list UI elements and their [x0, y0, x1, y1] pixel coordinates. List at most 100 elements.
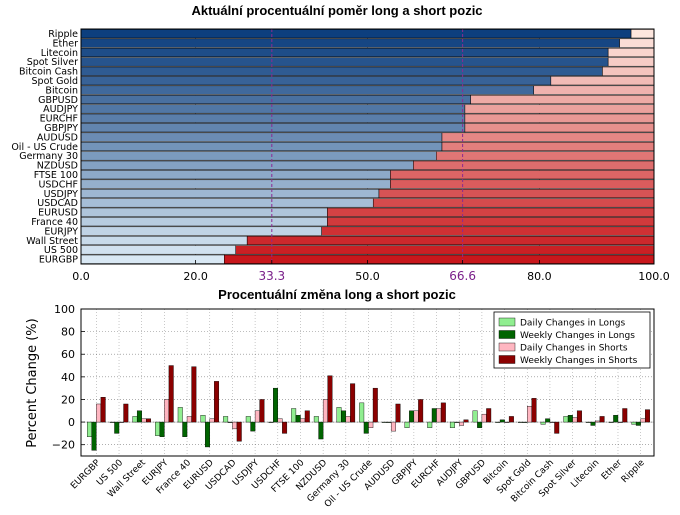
top-category-label: AUDUSD: [37, 132, 78, 143]
short-bar: [441, 141, 655, 152]
change-bar: [259, 399, 265, 423]
legend-swatch: [498, 355, 516, 364]
change-bar: [563, 416, 569, 423]
change-bar: [363, 421, 369, 434]
short-bar: [619, 38, 655, 48]
change-bar: [644, 409, 650, 423]
top-category-label: EURGBP: [39, 255, 78, 266]
legend-swatch: [498, 317, 516, 327]
top-category-label: GBPJPY: [44, 123, 78, 134]
change-bar: [395, 403, 401, 423]
legend-box: [493, 311, 651, 369]
top-category-label: Litecoin: [41, 48, 78, 59]
change-bar: [499, 419, 505, 423]
top-tick-label: 33.3: [258, 269, 285, 283]
short-bar: [235, 245, 655, 255]
long-bar: [80, 207, 328, 217]
change-bar: [599, 416, 605, 423]
change-bar: [245, 416, 251, 423]
change-bar: [318, 421, 324, 440]
bottom-plot-frame: [80, 308, 655, 457]
top-tick-label: 0.0: [72, 270, 90, 283]
top-tick-label: 50.0: [355, 270, 380, 283]
change-bar: [336, 407, 342, 423]
top-category-label: USDCHF: [38, 179, 78, 190]
change-bar: [350, 383, 356, 423]
short-bar: [602, 66, 655, 76]
change-bar: [481, 413, 487, 423]
long-bar: [80, 85, 534, 95]
change-bar: [182, 421, 188, 437]
top-category-label: GBPUSD: [38, 95, 78, 106]
top-category-label: Wall Street: [26, 236, 78, 247]
top-category-label: AUDJPY: [43, 104, 78, 115]
top-category-label: USDJPY: [44, 189, 79, 200]
short-bar: [378, 188, 655, 199]
top-tick-label: 100.0: [638, 270, 670, 283]
change-bar: [459, 421, 464, 426]
short-bar: [464, 113, 655, 123]
top-category-label: France 40: [31, 217, 78, 228]
long-bar: [80, 217, 328, 227]
change-bar: [114, 421, 120, 434]
change-bar: [454, 421, 460, 423]
change-bar: [545, 418, 551, 423]
change-bar: [209, 418, 215, 423]
change-bar: [227, 421, 233, 423]
change-bar: [572, 417, 578, 423]
legend-label: Weekly Changes in Longs: [520, 331, 635, 341]
short-bar: [441, 132, 655, 142]
top-chart-title: Aktuální procentuální poměr long a short…: [191, 3, 482, 18]
change-bar: [472, 410, 478, 423]
change-bar: [136, 410, 142, 423]
change-bar: [214, 381, 220, 423]
change-bar: [141, 418, 147, 423]
change-bar: [635, 421, 641, 426]
bottom-chart-title: Procentuální změna long a short pozic: [218, 287, 456, 302]
legend-label: Daily Changes in Longs: [520, 319, 625, 329]
change-bar: [168, 365, 174, 423]
change-bar: [631, 421, 637, 425]
change-bar: [431, 408, 437, 423]
change-bar: [595, 420, 601, 423]
long-bar: [80, 132, 443, 142]
top-tick-label: 80.0: [527, 270, 552, 283]
change-bar: [123, 403, 129, 423]
top-category-label: EURJPY: [44, 226, 78, 237]
change-bar: [87, 421, 93, 437]
top-category-label: Ripple: [48, 29, 78, 40]
change-bar: [449, 421, 455, 428]
top-category-label: Oil - US Crude: [11, 142, 78, 153]
top-category-label: Ether: [53, 38, 79, 49]
change-bar: [368, 421, 374, 428]
short-bar: [246, 235, 655, 246]
legend-label: Weekly Changes in Shorts: [520, 356, 638, 366]
change-bar: [613, 415, 619, 423]
change-bar: [159, 421, 165, 437]
short-bar: [550, 76, 655, 86]
change-bar: [440, 402, 446, 423]
change-bar: [146, 418, 151, 423]
change-bar: [96, 403, 102, 423]
change-bar: [118, 421, 124, 423]
top-tick-label: 66.6: [449, 269, 476, 283]
change-bar: [277, 418, 283, 423]
top-category-label: Germany 30: [19, 151, 78, 162]
long-bar: [80, 254, 225, 264]
change-bar: [250, 421, 256, 432]
long-bar: [80, 151, 437, 161]
short-bar: [533, 85, 655, 95]
short-bar: [607, 57, 655, 67]
bottom-tick-label: 60: [61, 348, 75, 361]
change-bar: [418, 399, 424, 423]
change-bar: [186, 416, 192, 423]
change-bar: [205, 421, 210, 448]
change-bar: [463, 419, 469, 423]
bottom-tick-label: −20: [52, 439, 75, 452]
change-bar: [177, 407, 183, 423]
change-bar: [436, 408, 442, 423]
long-bar: [80, 113, 466, 123]
change-bar: [345, 416, 351, 423]
